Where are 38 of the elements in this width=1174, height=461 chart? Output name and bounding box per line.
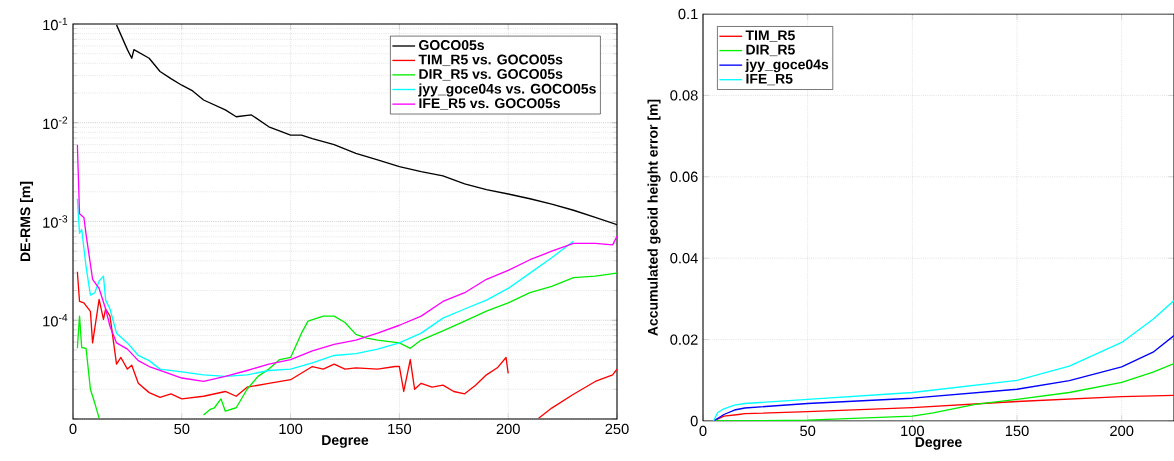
- x-tick-label: 0: [699, 425, 707, 437]
- y-tick-label: 10$^{-1}$: [43, 17, 68, 31]
- line-series: [76, 198, 575, 378]
- x-tick-label: 0: [69, 423, 77, 435]
- x-axis-title: Degree: [322, 435, 369, 448]
- line-series: [712, 334, 1174, 421]
- legend-label: jyy_goce04s: [745, 59, 829, 73]
- x-tick-label: 250: [605, 423, 629, 435]
- legend-label: GOCO05s: [419, 40, 485, 51]
- y-axis-title: DE-RMS [m]: [19, 181, 34, 261]
- x-tick-label: 50: [800, 425, 816, 437]
- x-axis-title: Degree: [915, 437, 962, 450]
- y-tick-label: 10$^{-2}$: [43, 116, 68, 130]
- y-tick-label: 10$^{-3}$: [43, 215, 68, 228]
- y-tick-label: 0.06: [670, 171, 698, 182]
- y-tick-label: 10$^{-4}$: [43, 314, 68, 327]
- line-series: [712, 299, 1174, 421]
- x-tick-label: 200: [496, 423, 520, 435]
- y-tick-label: 0.1: [678, 8, 698, 20]
- legend-label: IFE_R5: [746, 73, 793, 86]
- legend-label: DIR_R5 vs. GOCO05s: [419, 69, 563, 81]
- y-axis-title: Accumulated geoid height error [m]: [647, 99, 661, 336]
- y-tick-label: 0.04: [670, 253, 698, 264]
- legend-label: TIM_R5 vs. GOCO05s: [418, 54, 563, 67]
- legend-label: TIM_R5: [745, 30, 795, 42]
- legend-label: jyy_goce04s vs. GOCO05s: [418, 83, 596, 97]
- x-tick-label: 100: [279, 423, 303, 435]
- x-tick-label: 150: [388, 423, 412, 435]
- x-tick-label: 50: [174, 423, 190, 435]
- line-series: [76, 143, 617, 383]
- x-tick-label: 150: [1005, 425, 1029, 437]
- x-tick-label: 100: [901, 425, 924, 437]
- legend-label: DIR_R5: [746, 44, 795, 57]
- y-tick-label: 0.02: [670, 334, 698, 345]
- y-tick-label: 0.08: [670, 90, 698, 101]
- y-tick-label: 0: [690, 415, 698, 427]
- x-tick-label: 200: [1110, 425, 1134, 437]
- legend-label: IFE_R5 vs. GOCO05s: [419, 98, 561, 110]
